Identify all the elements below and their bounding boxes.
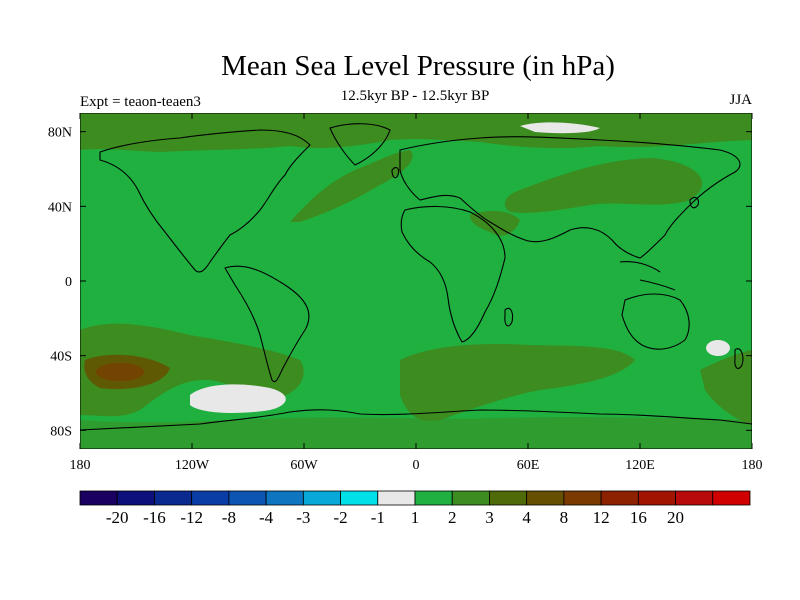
coastlines bbox=[80, 123, 752, 431]
contour-tasman-low bbox=[706, 340, 730, 356]
colorbar-swatch bbox=[377, 490, 416, 506]
contour-arctic-low bbox=[520, 122, 600, 134]
coastline-indonesia bbox=[619, 261, 676, 291]
contour-band-2-3 bbox=[80, 113, 752, 449]
y-tick-label: 40S bbox=[50, 350, 72, 365]
colorbar-swatch bbox=[675, 490, 714, 506]
colorbar-swatch bbox=[265, 490, 304, 506]
colorbar-label: -2 bbox=[333, 508, 347, 527]
colorbar-label: -4 bbox=[259, 508, 274, 527]
coastline-uk bbox=[391, 166, 400, 179]
coastline-antarctica bbox=[80, 409, 752, 431]
colorbar-label: 12 bbox=[593, 508, 610, 527]
contour-arctic-band bbox=[80, 113, 752, 152]
colorbar-label: -3 bbox=[296, 508, 310, 527]
colorbar-swatch bbox=[526, 490, 565, 506]
colorbar-swatch bbox=[340, 490, 379, 506]
colorbar-label: 4 bbox=[522, 508, 531, 527]
colorbar-label: -16 bbox=[143, 508, 166, 527]
colorbar-label: -8 bbox=[222, 508, 236, 527]
experiment-label: Expt = teaon-teaen3 bbox=[80, 94, 201, 110]
colorbar-swatch bbox=[191, 490, 230, 506]
coastline-africa bbox=[400, 205, 506, 343]
coastline-australia bbox=[621, 293, 690, 350]
colorbar: -20 -16 -12 -8 -4 -3 -2 -1 1 2 3 4 8 12 16 20 bbox=[79, 490, 751, 527]
colorbar-swatch bbox=[79, 490, 118, 506]
coastline-japan bbox=[689, 196, 699, 209]
colorbar-swatch bbox=[302, 490, 341, 506]
colorbar-label: 2 bbox=[448, 508, 457, 527]
contour-antarctic-margin bbox=[80, 417, 752, 449]
x-tick-label: 120W bbox=[175, 458, 210, 473]
colorbar-swatch bbox=[228, 490, 267, 506]
map-subtitle: 12.5kyr BP - 12.5kyr BP bbox=[340, 88, 490, 104]
y-tick-label: 0 bbox=[65, 275, 72, 290]
y-tick-label: 40N bbox=[48, 200, 72, 215]
colorbar-swatch bbox=[154, 490, 193, 506]
colorbar-swatch bbox=[489, 490, 528, 506]
contour-south-indian bbox=[400, 343, 635, 421]
coastline-madagascar bbox=[504, 307, 514, 327]
contour-band-neg1-1 bbox=[190, 122, 730, 413]
colorbar-label: 8 bbox=[560, 508, 569, 527]
map-panel bbox=[80, 113, 752, 449]
coastline-new-zealand bbox=[734, 348, 744, 370]
colorbar-label: -20 bbox=[106, 508, 129, 527]
contour-band-8-12 bbox=[96, 363, 144, 381]
axis-labels: 180 120W 60W 0 60E 120E 180 80N 40N 0 40S 80S bbox=[48, 126, 763, 473]
x-tick-label: 0 bbox=[413, 458, 420, 473]
colorbar-swatch bbox=[116, 490, 155, 506]
colorbar-swatch bbox=[712, 490, 751, 506]
map-title: Mean Sea Level Pressure (in hPa) bbox=[221, 50, 615, 82]
season-label: JJA bbox=[729, 92, 752, 108]
coastline-greenland bbox=[329, 123, 391, 166]
x-tick-label: 60W bbox=[290, 458, 318, 473]
colorbar-label: 1 bbox=[411, 508, 420, 527]
colorbar-swatch bbox=[451, 490, 490, 506]
coastline-eurasia bbox=[399, 136, 741, 259]
contour-southeast-pacific-low bbox=[190, 384, 286, 413]
y-tick-label: 80N bbox=[48, 126, 72, 141]
colorbar-label: -1 bbox=[371, 508, 385, 527]
contour-north-atlantic bbox=[290, 150, 413, 222]
colorbar-swatch bbox=[637, 490, 676, 506]
axis-ticks bbox=[79, 113, 753, 449]
colorbar-swatch bbox=[414, 490, 453, 506]
colorbar-swatch bbox=[563, 490, 602, 506]
x-tick-label: 60E bbox=[517, 458, 540, 473]
coastline-north-america bbox=[99, 129, 311, 273]
x-tick-label: 180 bbox=[70, 458, 91, 473]
y-tick-label: 80S bbox=[50, 424, 72, 439]
colorbar-swatch bbox=[600, 490, 639, 506]
colorbar-label: 16 bbox=[630, 508, 647, 527]
x-tick-label: 120E bbox=[625, 458, 655, 473]
contour-south-pacific bbox=[80, 323, 304, 417]
colorbar-label: 20 bbox=[667, 508, 684, 527]
coastline-south-america bbox=[224, 265, 310, 383]
colorbar-label: -12 bbox=[180, 508, 203, 527]
x-tick-label: 180 bbox=[742, 458, 763, 473]
contour-south-pacific-peak bbox=[96, 363, 144, 381]
contour-siberia bbox=[504, 158, 703, 213]
colorbar-label: 3 bbox=[485, 508, 494, 527]
